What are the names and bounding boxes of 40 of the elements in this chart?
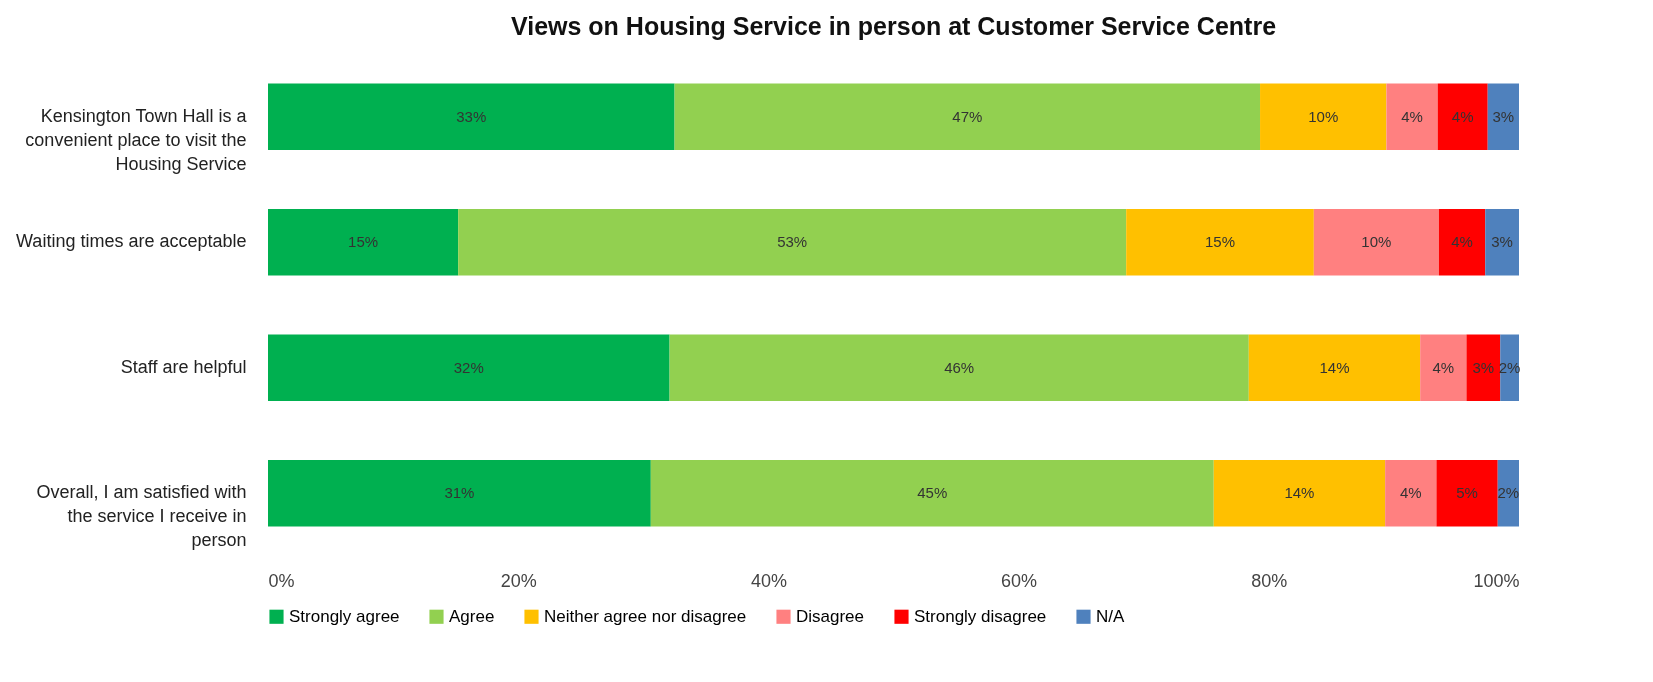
legend-label: Strongly agree xyxy=(289,606,400,626)
legend-label: Strongly disagree xyxy=(914,606,1047,626)
data-label: 3% xyxy=(1472,358,1495,376)
data-label: 31% xyxy=(444,484,475,502)
data-label: 10% xyxy=(1361,233,1392,251)
data-label: 15% xyxy=(348,233,379,251)
data-label: 10% xyxy=(1308,107,1339,125)
data-label: 53% xyxy=(777,233,808,251)
data-label: 3% xyxy=(1491,233,1513,251)
x-tick-label: 80% xyxy=(1251,570,1288,591)
data-label: 5% xyxy=(1456,484,1478,502)
data-label: 32% xyxy=(453,358,484,376)
data-label: 4% xyxy=(1432,358,1455,376)
legend-label: Neither agree nor disagree xyxy=(544,606,747,626)
legend-label: N/A xyxy=(1096,606,1125,626)
data-label: 45% xyxy=(917,484,948,502)
y-tick-label: Waiting times are acceptable xyxy=(16,231,247,252)
legend-label: Disagree xyxy=(796,606,865,626)
data-label: 4% xyxy=(1451,107,1474,125)
data-label: 4% xyxy=(1451,233,1473,251)
data-label: 46% xyxy=(944,358,975,376)
data-label: 14% xyxy=(1284,484,1315,502)
x-tick-label: 40% xyxy=(750,570,787,591)
data-label: 14% xyxy=(1319,358,1350,376)
data-label: 33% xyxy=(456,107,487,125)
chart-title: Views on Housing Service in person at Customer Service Centre xyxy=(510,12,1277,40)
data-label: 15% xyxy=(1205,233,1236,251)
x-tick-label: 100% xyxy=(1473,570,1520,591)
data-label: 4% xyxy=(1401,107,1423,125)
x-tick-label: 60% xyxy=(1001,570,1038,591)
y-tick-label: Kensington Town Hall is a convenient place to visit the Housing Service xyxy=(25,105,248,174)
x-tick-label: 0% xyxy=(268,570,295,591)
y-tick-label: Overall, I am satisfied with the service I receive in person xyxy=(36,482,247,551)
data-label: 4% xyxy=(1399,484,1422,502)
data-label: 3% xyxy=(1492,107,1515,125)
data-label: 47% xyxy=(952,107,983,125)
data-label: 2% xyxy=(1497,484,1520,502)
y-tick-label: Staff are helpful xyxy=(120,356,247,377)
x-tick-label: 20% xyxy=(500,570,537,591)
legend-label: Agree xyxy=(449,606,495,626)
